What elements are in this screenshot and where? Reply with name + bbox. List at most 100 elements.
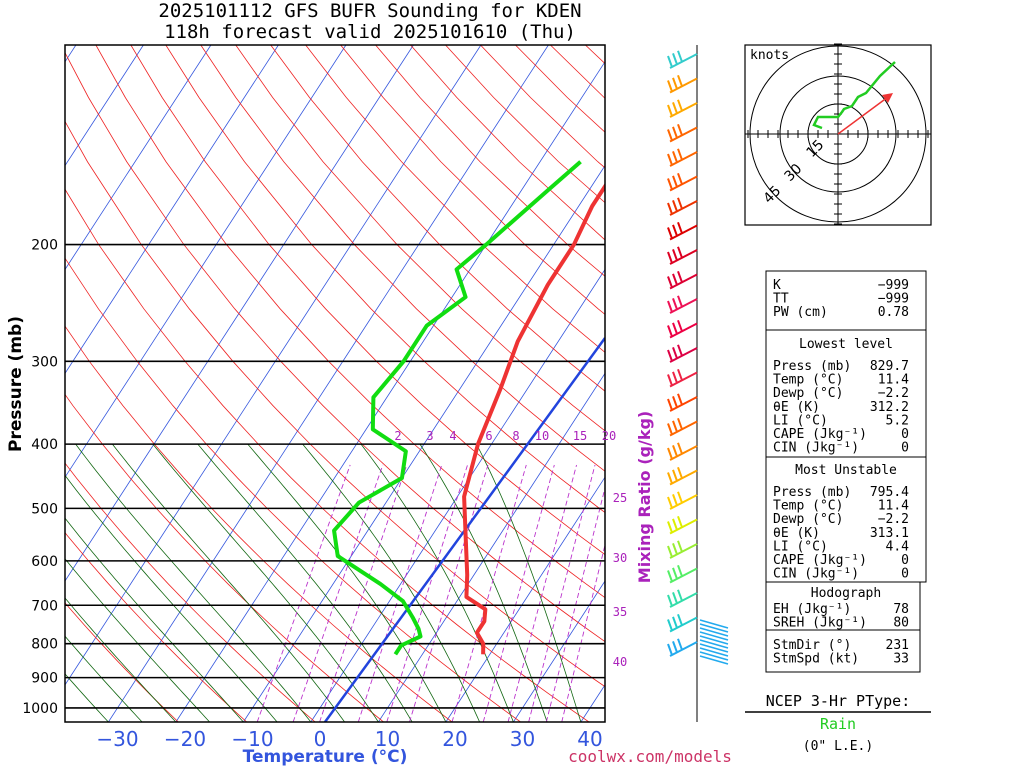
isotherm [65,45,482,686]
moist-adiabat [419,443,548,722]
isotherm [445,476,605,722]
mu-label: θE (K) [773,526,820,541]
wind-barb [667,491,698,510]
lowest-level-title: Lowest level [799,337,893,352]
isotherm [65,45,279,375]
isotherm [310,268,605,722]
most-unstable-title: Most Unstable [795,463,897,478]
pressure-tick-label: 400 [31,437,58,453]
dry-adiabat [340,45,605,315]
mixing-ratio-line [451,464,527,722]
temp-tick-label: 0 [314,727,327,751]
lowest-label: LI (°C) [773,413,828,428]
temp-tick-label: −10 [231,727,273,751]
wind-barb [667,246,698,265]
plot-frame [64,44,606,723]
moist-adiabat [65,635,143,722]
wind-barb [667,172,698,192]
wind-barb-low [699,627,729,637]
wind-barb [667,197,698,216]
isotherm [108,45,549,722]
ptype-title: NCEP 3-Hr PType: [766,692,911,710]
stats-panel: K −999 TT −999 PW (cm) 0.78 Lowest level Press … [765,270,927,673]
wind-barb [667,319,698,339]
pressure-tick-label: 1000 [22,701,58,717]
temp-tick-label: −20 [164,727,206,751]
mixing-ratio-line [409,464,489,722]
storm-motion-vector [837,96,889,135]
dry-adiabat [65,602,179,722]
isotherm [65,45,212,271]
wind-barb [667,270,698,290]
index-label: K [773,278,781,293]
mu-value: 0 [901,553,909,568]
dry-adiabat [65,120,605,688]
isotherm [378,372,605,722]
mu-label: Dewp (°C) [773,512,843,527]
dewpoint-profile [332,160,582,656]
storm-value: 231 [886,638,909,653]
index-value: 0.78 [878,305,909,320]
wind-barb [667,368,698,388]
mu-label: CIN (Jkg⁻¹) [773,567,859,582]
lowest-label: CAPE (Jkg⁻¹) [773,427,867,442]
wind-barb-low [699,635,729,645]
moist-adiabat [65,597,177,722]
wind-barb [667,123,698,143]
moist-adiabat [65,673,109,722]
hodograph-trace [812,61,896,130]
mu-value: 795.4 [870,485,909,500]
moist-adiabat [112,443,345,722]
mu-value: 4.4 [886,539,910,554]
wind-barb [667,74,698,94]
mixing-ratio-label: 8 [512,429,519,443]
lowest-label: Press (mb) [773,359,851,374]
temp-tick-label: 40 [577,727,602,751]
storm-label: StmSpd (kt) [773,652,859,667]
wind-barb [667,295,698,314]
wind-barb [667,344,698,363]
moist-adiabat [247,443,447,722]
lowest-label: θE (K) [773,400,820,415]
wind-barb [667,148,698,167]
wind-barb [667,613,698,633]
moist-adiabat [65,558,210,722]
index-value: −999 [878,292,909,307]
mu-value: −2.2 [878,512,909,527]
temp-tick-label: 30 [510,727,535,751]
mu-label: CAPE (Jkg⁻¹) [773,553,867,568]
pressure-tick-label: 600 [31,554,58,570]
mixing-ratio-axis-label: Mixing Ratio (g/kg) [635,411,654,583]
pressure-tick-label: 200 [31,238,58,254]
plot-area [65,45,605,722]
dry-adiabat [445,45,605,204]
hodograph-title: Hodograph [811,586,881,601]
ptype-accum: (0" L.E.) [803,739,873,754]
lowest-label: Dewp (°C) [773,386,843,401]
wind-barb [667,515,698,535]
wind-barb [667,417,698,437]
wind-barb [667,540,698,559]
mixing-ratio-line [292,464,384,722]
lowest-label: Temp (°C) [773,373,843,388]
storm-label: StmDir (°) [773,638,851,653]
mixing-ratio-label: 20 [602,429,616,443]
isotherm [175,61,605,722]
pressure-tick-label: 700 [31,598,58,614]
dry-adiabat [65,188,590,722]
pressure-tick-label: 800 [31,637,58,653]
moist-adiabat [302,443,480,722]
wind-barb [667,393,698,412]
wind-barb-low [699,619,729,629]
storm-motion-arrowhead [882,93,893,103]
index-value: −999 [878,278,909,293]
isotherm [65,45,144,167]
temp-tick-label: 20 [442,727,467,751]
dry-adiabat [65,393,384,722]
dry-adiabat [375,45,605,277]
dry-adiabat [65,51,605,643]
moist-adiabat [360,443,514,722]
dry-adiabat [130,45,605,556]
mixing-ratio-line [528,464,596,722]
mu-label: Temp (°C) [773,499,843,514]
